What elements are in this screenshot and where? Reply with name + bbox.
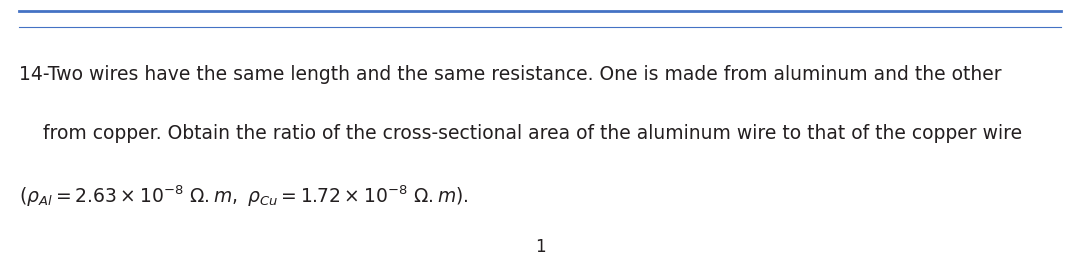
Text: 1: 1 [535,238,545,256]
Text: 14-Two wires have the same length and the same resistance. One is made from alum: 14-Two wires have the same length and th… [19,65,1002,84]
Text: from copper. Obtain the ratio of the cross-sectional area of the aluminum wire t: from copper. Obtain the ratio of the cro… [19,124,1023,143]
Text: $(\rho_{Al}=2.63\times10^{-8}\ \Omega.m,\ \rho_{Cu}=1.72\times10^{-8}\ \Omega.m): $(\rho_{Al}=2.63\times10^{-8}\ \Omega.m,… [19,184,469,209]
